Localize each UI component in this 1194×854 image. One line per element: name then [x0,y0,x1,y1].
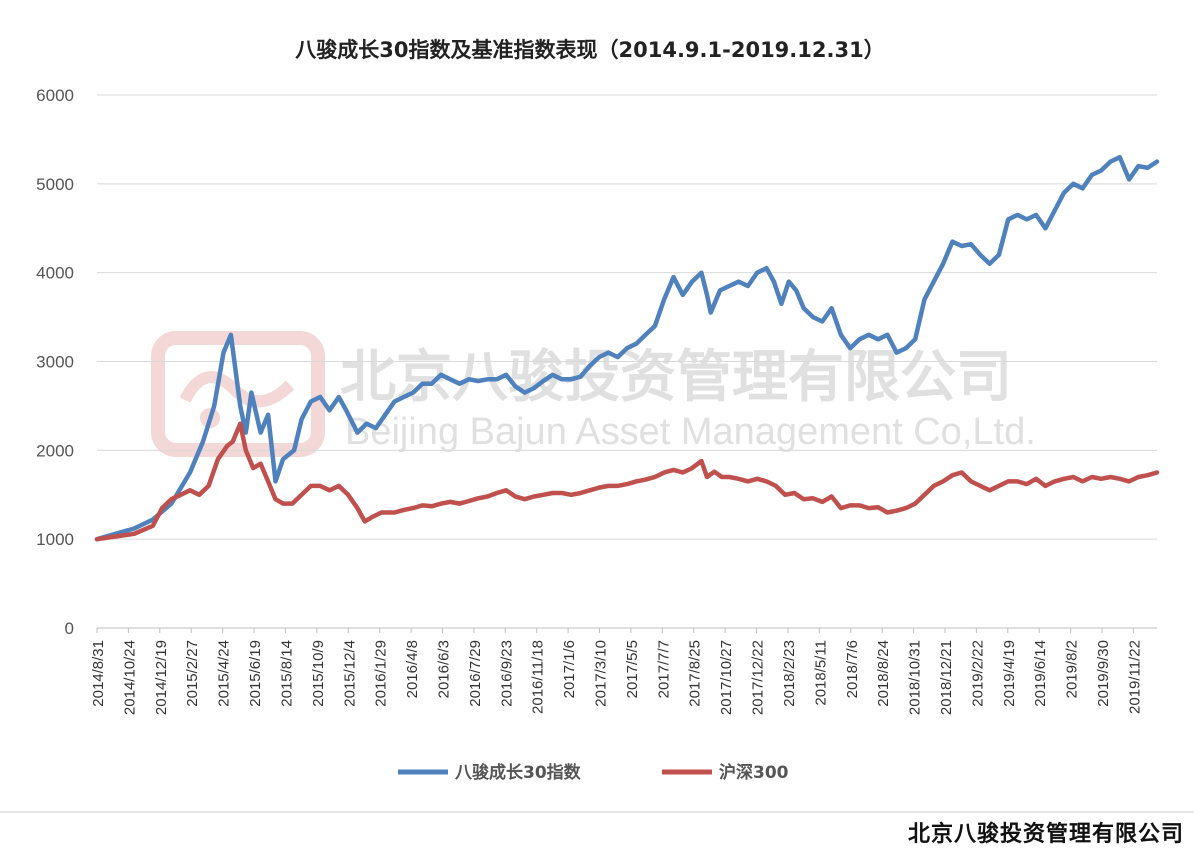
x-tick-label: 2016/7/29 [467,640,484,707]
x-tick-label: 2016/11/18 [530,640,547,714]
y-tick-label: 4000 [36,264,74,283]
x-tick-label: 2018/2/23 [781,640,798,707]
chart-title: 八骏成长30指数及基准指数表现（2014.9.1-2019.12.31） [295,38,884,62]
x-tick-label: 2017/10/27 [718,640,735,715]
footer-company: 北京八骏投资管理有限公司 [907,822,1184,847]
watermark-cn: 北京八骏投资管理有限公司 [340,345,1012,410]
watermark: 北京八骏投资管理有限公司 Beijing Bajun Asset Managem… [151,331,1036,457]
y-tick-label: 3000 [36,353,74,372]
x-tick-label: 2017/7/7 [655,640,672,698]
series-line-growth30 [94,154,1160,542]
x-tick-label: 2018/10/31 [907,640,924,715]
x-tick-label: 2014/8/31 [90,640,107,707]
x-tick-label: 2019/8/2 [1064,640,1081,698]
x-tick-label: 2014/12/19 [153,640,170,715]
legend-item-growth30: 八骏成长30指数 [398,762,582,783]
x-tick-label: 2016/6/3 [435,640,452,698]
x-tick-label: 2017/12/22 [750,640,767,715]
x-tick-label: 2017/3/10 [593,640,610,707]
watermark-en: Beijing Bajun Asset Management Co,Ltd. [345,411,1036,453]
x-tick-label: 2017/1/6 [561,640,578,698]
y-tick-label: 5000 [36,175,74,194]
legend-label-hs300: 沪深300 [719,762,789,783]
x-tick-label: 2019/6/14 [1032,640,1049,707]
x-tick-label: 2015/6/19 [247,640,264,707]
x-tick-label: 2017/5/5 [624,640,641,698]
x-tick-label: 2018/8/24 [875,640,892,707]
y-tick-label: 0 [65,619,74,638]
x-tick-label: 2015/12/4 [341,640,358,707]
x-tick-label: 2018/7/6 [844,640,861,698]
y-tick-label: 6000 [36,86,74,105]
x-tick-label: 2019/9/30 [1095,640,1112,707]
x-tick-label: 2015/8/14 [278,640,295,707]
legend: 八骏成长30指数 沪深300 [398,762,789,783]
x-tick-label: 2019/4/19 [1001,640,1018,707]
series-line-hs300 [94,421,1160,542]
y-tick-label: 1000 [36,530,74,549]
y-tick-label: 2000 [36,441,74,460]
x-tick-label: 2015/2/27 [184,640,201,707]
x-tick-label: 2015/10/9 [310,640,327,707]
grid [97,94,1157,629]
x-tick-label: 2017/8/25 [687,640,704,707]
x-tick-label: 2016/1/29 [373,640,390,707]
legend-item-hs300: 沪深300 [662,762,789,783]
x-tick-label: 2018/5/11 [812,640,829,706]
x-tick-label: 2016/4/8 [404,640,421,698]
x-tick-label: 2014/10/24 [121,640,138,715]
x-tick-label: 2018/12/21 [938,640,955,715]
x-axis: 2014/8/31 2014/10/24 2014/12/19 2015/2/27 20… [90,628,1143,715]
x-tick-label: 2016/9/23 [498,640,515,707]
legend-label-growth30: 八骏成长30指数 [455,762,582,783]
x-tick-label: 2019/2/22 [969,640,986,707]
series-lines [94,154,1160,542]
y-axis: 0 1000 2000 3000 4000 5000 6000 [36,86,74,638]
x-tick-label: 2015/4/24 [216,640,233,707]
x-tick-label: 2019/11/22 [1126,640,1143,714]
